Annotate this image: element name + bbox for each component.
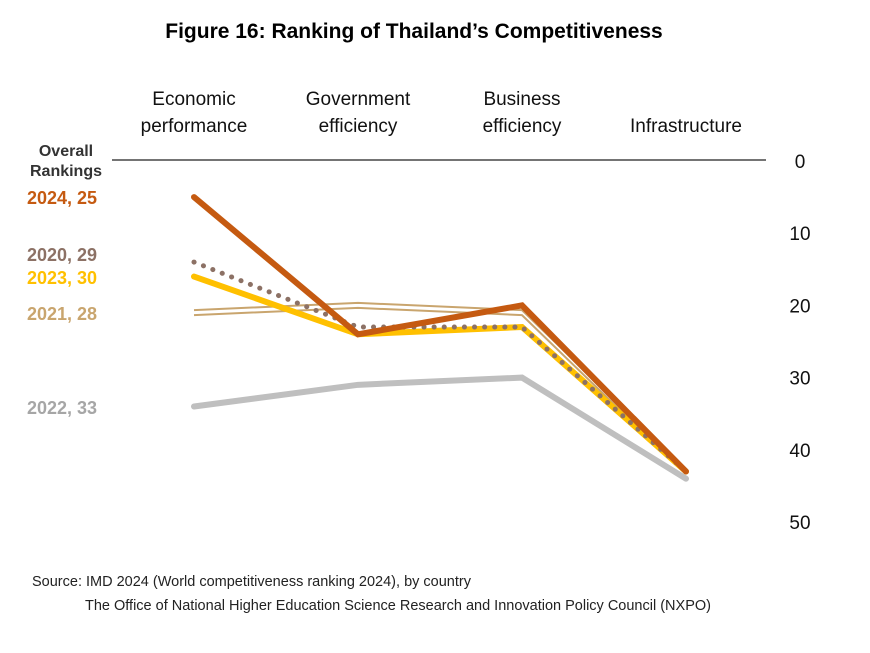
category-label-1-0: Government — [306, 89, 411, 110]
chart-title: Figure 16: Ranking of Thailand’s Competi… — [165, 20, 663, 43]
y-tick-label-1: 10 — [789, 224, 810, 245]
category-labels: Economic performance Government efficiency B… — [141, 89, 742, 137]
series-line-3-b — [193, 306, 687, 475]
legend-label-1: 2020, 29 — [27, 245, 98, 265]
source-organization: The Office of National Higher Education … — [85, 598, 711, 614]
overall-heading-line-2: Rankings — [29, 163, 102, 180]
category-label-2-0: Business — [483, 89, 560, 110]
y-tick-label-2: 20 — [789, 296, 810, 317]
category-label-0-1: performance — [141, 116, 248, 137]
series-line-4 — [191, 374, 689, 482]
y-tick-label-3: 30 — [789, 369, 810, 390]
source-note: Source: IMD 2024 (World competitiveness … — [32, 574, 471, 590]
y-tick-label-0: 0 — [795, 152, 806, 173]
legend-label-0: 2024, 25 — [27, 188, 98, 208]
series-line-0 — [191, 194, 689, 475]
overall-rankings-heading: Overall Rankings — [14, 142, 118, 182]
series-line-1 — [191, 259, 689, 474]
category-label-1-1: efficiency — [319, 116, 398, 137]
series-lines — [191, 194, 689, 482]
y-axis-ticks: 0 10 20 30 40 50 — [789, 152, 810, 534]
legend-label-3: 2021, 28 — [27, 304, 98, 324]
category-label-0-0: Economic — [152, 89, 235, 110]
category-label-2-1: efficiency — [483, 116, 562, 137]
overall-heading-line-1: Overall — [38, 143, 94, 160]
category-label-3-0: Infrastructure — [630, 116, 742, 137]
legend-label-2: 2023, 30 — [27, 268, 98, 288]
legend-label-4: 2022, 33 — [27, 398, 98, 418]
y-tick-label-5: 50 — [789, 513, 810, 534]
y-tick-label-4: 40 — [789, 441, 810, 462]
series-line-2 — [191, 273, 689, 475]
